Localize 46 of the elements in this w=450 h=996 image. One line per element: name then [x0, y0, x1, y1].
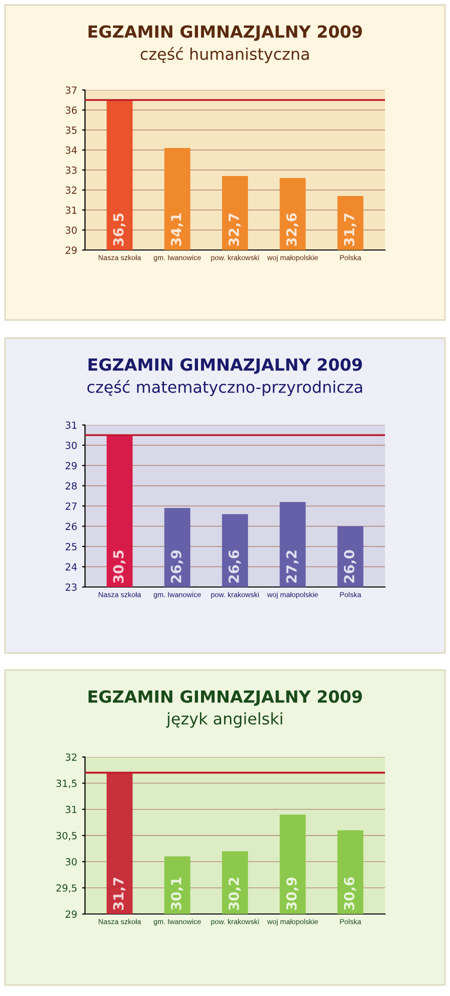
data-label: 30,9 [286, 877, 298, 910]
y-tick-label: 26 [66, 522, 77, 530]
chart-title: EGZAMIN GIMNAZJALNY 2009 [88, 25, 362, 41]
chart-subtitle: część matematyczno-przyrodnicza [87, 380, 362, 396]
y-tick-label: 31 [66, 806, 76, 814]
y-tick-label: 29 [66, 910, 77, 918]
y-tick-label: 35 [66, 126, 77, 134]
data-label: 30,1 [170, 878, 184, 910]
data-label: 34,1 [170, 213, 184, 246]
data-label: 31,7 [344, 214, 356, 246]
y-tick-label: 30,5 [56, 832, 77, 840]
data-label: 27,2 [286, 550, 298, 583]
y-tick-label: 33 [66, 166, 77, 174]
data-label: 26,6 [228, 550, 241, 583]
y-tick-label: 36 [66, 106, 77, 114]
data-label: 36,5 [113, 214, 126, 246]
data-label: 30,2 [228, 878, 241, 910]
y-tick-label: 29,5 [56, 884, 77, 893]
y-tick-label: 23 [66, 583, 77, 591]
y-tick-label: 27 [66, 502, 77, 510]
data-label: 26,0 [344, 550, 356, 583]
y-tick-label: 31 [66, 421, 76, 429]
y-tick-label: 34 [66, 146, 77, 154]
y-tick-label: 24 [66, 563, 77, 570]
y-tick-label: 25 [66, 542, 77, 550]
y-tick-label: 28 [66, 482, 77, 490]
y-tick-label: 30 [66, 226, 77, 234]
data-label: 26,9 [170, 550, 184, 583]
y-tick-label: 29 [66, 246, 77, 254]
y-tick-label: 37 [66, 86, 77, 94]
y-tick-label: 29 [66, 462, 77, 470]
y-tick-label: 30 [66, 858, 77, 866]
chart-title: EGZAMIN GIMNAZJALNY 2009 [88, 358, 362, 374]
y-tick-label: 31,5 [56, 780, 77, 788]
y-tick-label: 31 [66, 206, 76, 214]
data-label: 32,7 [228, 214, 241, 246]
chart-subtitle: część humanistyczna [140, 46, 309, 64]
data-label: 31,7 [113, 878, 126, 910]
y-tick-label: 30 [66, 442, 77, 450]
y-tick-label: 32 [66, 186, 76, 194]
data-label: 32,6 [286, 213, 298, 246]
chart-title: EGZAMIN GIMNAZJALNY 2009 [88, 690, 362, 706]
chart-subtitle: język angielski [166, 712, 282, 728]
y-tick-label: 32 [66, 753, 76, 761]
data-label: 30,6 [344, 877, 356, 910]
data-label: 30,5 [113, 550, 126, 583]
